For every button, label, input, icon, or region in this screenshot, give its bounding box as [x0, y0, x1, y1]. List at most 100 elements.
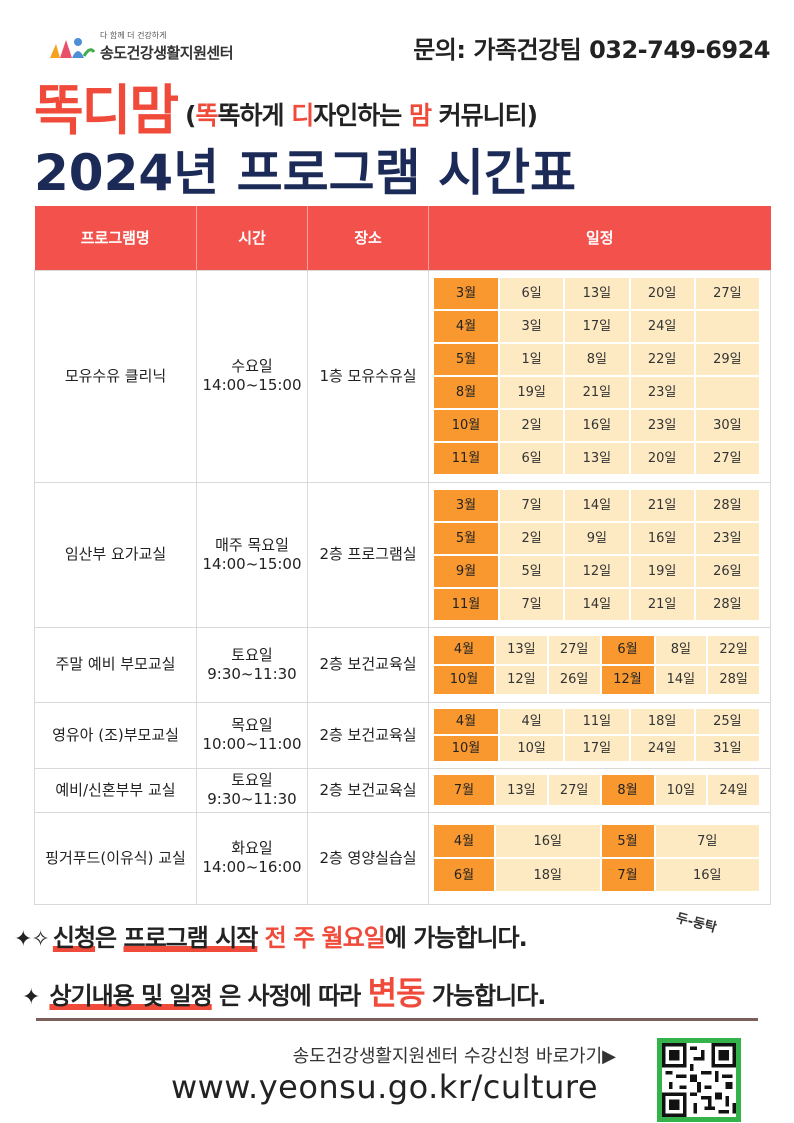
- col-header-schedule: 일정: [428, 206, 771, 270]
- date-cell: 20일: [629, 442, 695, 475]
- date-cell: 30일: [694, 409, 760, 442]
- brand-tagline: (똑똑하게 디자인하는 맘 커뮤니티): [185, 96, 538, 132]
- program-hours: 10:00~11:00: [202, 735, 302, 753]
- tagline-highlight-1: 똑: [195, 101, 218, 130]
- date-cell: 10일: [654, 774, 708, 806]
- program-time: 목요일 10:00~11:00: [196, 701, 308, 769]
- qr-code[interactable]: [657, 1038, 741, 1122]
- date-cell: 16일: [654, 858, 760, 892]
- program-place: 2층 보건교육실: [307, 626, 429, 703]
- date-cell: 19일: [499, 376, 565, 409]
- date-cell: 24일: [629, 310, 695, 343]
- month-cell: 9월: [433, 554, 499, 588]
- registration-link-label: 송도건강생활지원센터 수강신청 바로가기▶: [292, 1046, 616, 1067]
- program-hours: 9:30~11:30: [207, 790, 297, 808]
- date-cell: 23일: [629, 376, 695, 409]
- date-cell: 20일: [629, 277, 695, 310]
- date-cell: 25일: [694, 708, 760, 735]
- month-cell: 11월: [433, 587, 499, 621]
- month-cell: 8월: [433, 376, 499, 409]
- date-cell: 11일: [564, 708, 630, 735]
- date-cell: 12일: [564, 554, 630, 588]
- month-cell: 4월: [433, 310, 499, 343]
- table-row: 주말 예비 부모교실 토요일 9:30~11:30 2층 보건교육실 4월 13일 2…: [34, 626, 771, 703]
- month-cell: 8월: [600, 774, 655, 806]
- page-title: 2024년 프로그램 시간표: [34, 144, 576, 202]
- notice-text: 은: [95, 924, 124, 952]
- date-cell: 7일: [654, 824, 760, 858]
- month-cell: 3월: [433, 488, 499, 522]
- date-cell: 10일: [499, 735, 565, 762]
- date-cell: 19일: [629, 554, 695, 588]
- table-row: 예비/신혼부부 교실 토요일 9:30~11:30 2층 보건교육실 7월 13일 2…: [34, 767, 771, 813]
- program-name: 예비/신혼부부 교실: [34, 767, 197, 813]
- date-cell: 26일: [547, 664, 601, 695]
- program-schedule: 3월 6일 13일 20일 27일 4월 3일 17일 24일 5월 1일 8일 22일 29일 8월 19일…: [428, 269, 771, 483]
- date-cell: 18일: [629, 708, 695, 735]
- brand-name: 똑디맘: [34, 79, 179, 142]
- registration-url[interactable]: www.yeonsu.go.kr/culture: [170, 1068, 598, 1106]
- month-cell: 10월: [433, 664, 495, 695]
- qr-code-icon: [662, 1043, 736, 1117]
- program-hours: 9:30~11:30: [207, 664, 297, 683]
- date-cell: 23일: [629, 409, 695, 442]
- headline: 똑디맘 (똑똑하게 디자인하는 맘 커뮤니티): [34, 74, 538, 142]
- month-cell: 4월: [433, 708, 499, 735]
- date-cell: 13일: [495, 774, 548, 806]
- date-cell: 27일: [694, 277, 760, 310]
- date-cell: 26일: [694, 554, 760, 588]
- month-cell: 12월: [600, 664, 655, 695]
- program-day: 화요일: [231, 839, 273, 857]
- month-cell: 5월: [433, 343, 499, 376]
- schedule-grid: 4월 13일 27일 6월 8일 22일 10월 12일 26일 12월 14일 28일: [433, 634, 760, 695]
- date-cell: 2일: [499, 521, 565, 555]
- date-cell: 13일: [564, 277, 630, 310]
- program-place: 2층 프로그램실: [307, 481, 429, 628]
- date-cell: 8일: [654, 634, 708, 665]
- program-place: 2층 보건교육실: [307, 767, 429, 813]
- date-cell: 17일: [564, 735, 630, 762]
- date-cell: 14일: [564, 587, 630, 621]
- date-cell: 24일: [629, 735, 695, 762]
- program-schedule: 4월 13일 27일 6월 8일 22일 10월 12일 26일 12월 14일 28일: [428, 626, 771, 703]
- tagline-highlight-2: 디: [291, 101, 314, 130]
- empty-cell: [694, 310, 760, 343]
- date-cell: 21일: [629, 488, 695, 522]
- date-cell: 27일: [547, 634, 601, 665]
- table-row: 임산부 요가교실 매주 목요일 14:00~15:00 2층 프로그램실 3월 7일…: [34, 481, 771, 628]
- program-place: 1층 모유수유실: [307, 269, 429, 483]
- date-cell: 23일: [694, 521, 760, 555]
- date-cell: 7일: [499, 587, 565, 621]
- notice-text: 은 사정에 따라: [211, 982, 368, 1010]
- program-day: 토요일: [231, 645, 273, 664]
- program-name: 모유수유 클리닉: [34, 269, 197, 483]
- notice-application: ✦✧ 신청은 프로그램 시작 전 주 월요일에 가능합니다.: [14, 918, 528, 953]
- table-row: 모유수유 클리닉 수요일 14:00~15:00 1층 모유수유실 3월 6일 13일…: [34, 269, 771, 483]
- date-cell: 18일: [495, 858, 601, 892]
- tagline-highlight-3: 맘: [408, 101, 432, 130]
- schedule-grid: 3월 7일 14일 21일 28일 5월 2일 9일 16일 23일 9월 5일 12일 19일 26일 11…: [433, 488, 760, 621]
- month-cell: 10월: [433, 409, 499, 442]
- program-name: 영유아 (조)부모교실: [34, 701, 197, 769]
- empty-cell: [694, 376, 760, 409]
- center-logo: 다 함께 더 건강하게 송도건강생활지원센터: [48, 28, 288, 64]
- date-cell: 27일: [694, 442, 760, 475]
- program-schedule: 4월 16일 5월 7일 6월 18일 7월 16일: [428, 811, 771, 905]
- tagline-text-2: 자인하는: [313, 101, 409, 130]
- schedule-table: 프로그램명 시간 장소 일정 모유수유 클리닉 수요일 14:00~15:00 1…: [34, 206, 771, 905]
- notice-keyword-start: 프로그램 시작: [123, 924, 258, 952]
- program-time: 토요일 9:30~11:30: [196, 767, 308, 813]
- schedule-grid: 3월 6일 13일 20일 27일 4월 3일 17일 24일 5월 1일 8일 22일 29일 8월 19일…: [433, 277, 760, 475]
- notice-text: 가능합니다.: [424, 982, 547, 1010]
- program-day: 토요일: [231, 771, 273, 789]
- schedule-grid: 4월 16일 5월 7일 6월 18일 7월 16일: [433, 824, 760, 892]
- program-name: 주말 예비 부모교실: [34, 626, 197, 703]
- date-cell: 17일: [564, 310, 630, 343]
- month-cell: 4월: [433, 824, 495, 858]
- tagline-text-1: 똑하게: [217, 101, 292, 130]
- notice-keyword-monday: 전 주 월요일: [257, 924, 386, 952]
- program-place: 2층 보건교육실: [307, 701, 429, 769]
- sticker-text: 두-둥탁: [674, 910, 719, 937]
- month-cell: 11월: [433, 442, 499, 475]
- program-name: 임산부 요가교실: [34, 481, 197, 628]
